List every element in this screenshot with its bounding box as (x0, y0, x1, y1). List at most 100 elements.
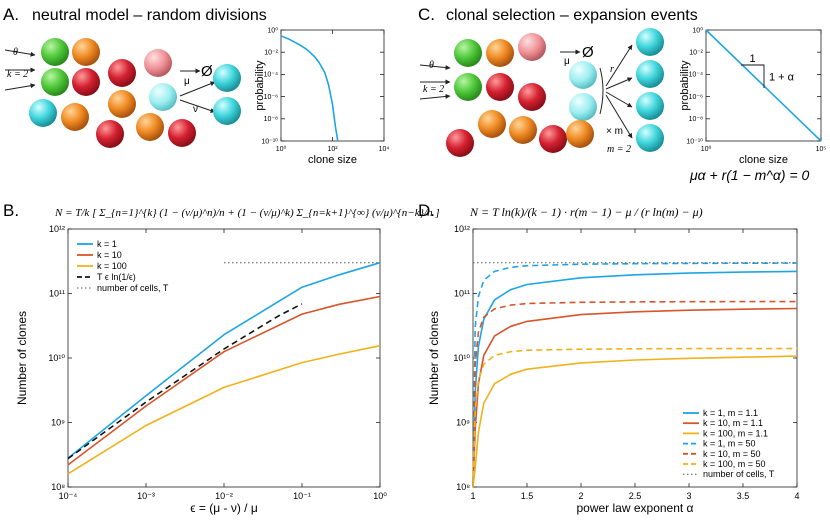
x-tick-label: 4 (794, 491, 799, 501)
legend-label: k = 100, m = 1.1 (703, 428, 768, 438)
cell (136, 113, 164, 141)
x-tick-label: 1 (470, 491, 475, 501)
cell (486, 73, 514, 101)
y-tick-label: 10⁻² (689, 50, 703, 57)
cell (96, 120, 124, 148)
y-tick-label: 10¹⁰ (453, 353, 470, 363)
x-tick-label: 10⁻³ (137, 491, 155, 501)
panel-c-empty-set: Ø (582, 44, 594, 61)
plot-frame (280, 29, 385, 142)
panel-a-k: k = 2 (7, 69, 28, 80)
cell (72, 38, 100, 66)
panel-a-schematic: θ k = 2 μ Ø ν (4, 38, 241, 148)
series-line (67, 261, 381, 459)
x-axis-label: power law exponent α (576, 501, 693, 515)
legend-label: number of cells, T (703, 469, 775, 479)
slope-rise-label: 1 + α (769, 72, 795, 84)
y-tick-label: 10⁻⁸ (264, 116, 278, 123)
legend-background (73, 238, 185, 297)
legend-label: number of cells, T (97, 283, 169, 293)
cell (539, 125, 567, 153)
series-line (472, 270, 798, 488)
cell (636, 124, 664, 152)
legend-label: k = 100 (97, 261, 127, 271)
y-axis-label: Number of clones (427, 311, 441, 405)
cell (454, 39, 482, 67)
y-tick-label: 10⁻⁴ (689, 72, 704, 79)
legend-label: k = 1, m = 1.1 (703, 408, 758, 418)
x-tick-label: 10⁰ (701, 145, 712, 153)
cell (72, 68, 100, 96)
panel-d-letter: D. (418, 201, 435, 220)
cell (636, 60, 664, 88)
cell (108, 90, 136, 118)
cell (518, 83, 546, 111)
cell (168, 119, 196, 147)
y-axis-label: Number of clones (15, 311, 29, 405)
panel-c-k: k = 2 (423, 84, 444, 95)
y-tick-label: 10⁸ (456, 482, 470, 492)
panel-c-mu: μ (564, 56, 570, 67)
x-tick-label: 10² (327, 146, 338, 153)
legend-label: k = 100, m = 50 (703, 459, 766, 469)
x-tick-label: 10⁻² (215, 491, 233, 501)
y-tick-label: 10⁹ (51, 418, 65, 428)
x-tick-label: 3.5 (737, 491, 750, 501)
cell (518, 33, 546, 61)
panel-a-inset-chart: 10⁰ 10² 10⁴ 10⁰ 10⁻² 10⁻⁴ 10⁻⁶ 10⁻⁸ 10⁻¹⁰ clone s… (254, 26, 389, 166)
panel-c-equation: μα + r(1 − m^α) = 0 (689, 167, 810, 183)
y-tick-label: 10⁻⁶ (264, 94, 278, 101)
legend-label: k = 10, m = 50 (703, 449, 761, 459)
y-tick-label: 10⁻⁸ (689, 116, 703, 123)
y-axis-label: probability (254, 60, 266, 111)
legend-background (679, 407, 791, 484)
y-tick-label: 10⁻¹⁰ (686, 137, 703, 145)
panel-b: B. N = T/k [ Σ_{n=1}^{k} (1 − (ν/μ)^n)/n… (3, 201, 440, 515)
legend-label: T ϵ ln(1/ϵ) (97, 272, 136, 282)
y-axis-label: probability (679, 60, 691, 111)
panel-b-chart: 10⁻⁴ 10⁻³ 10⁻² 10⁻¹ 10⁰ 10⁸ 10⁹ 10¹⁰ 10¹¹ 10¹² ϵ =… (15, 224, 387, 515)
x-axis-label: ϵ = (μ - ν) / μ (190, 501, 258, 515)
series-line (280, 35, 339, 142)
panel-a: A. neutral model – random divisions θ k … (3, 5, 389, 166)
x-tick-label: 10⁻⁴ (59, 491, 78, 501)
y-tick-label: 10¹⁰ (48, 353, 65, 363)
cell (478, 110, 506, 138)
panel-c-inset-chart: 10⁰ 10⁵ 10⁰ 10⁻² 10⁻⁴ 10⁻⁶ 10⁻⁸ 10⁻¹⁰ clone size… (679, 26, 826, 166)
legend-label: k = 1, m = 50 (703, 439, 756, 449)
y-tick-label: 10⁻¹⁰ (261, 137, 278, 145)
cell (636, 28, 664, 56)
x-tick-label: 1.5 (521, 491, 534, 501)
panel-a-letter: A. (3, 5, 19, 24)
slope-run-label: 1 (749, 53, 755, 65)
cell (446, 129, 474, 157)
cell (213, 97, 241, 125)
series-line (472, 347, 797, 488)
equation-d: N = T ln(k)/(k − 1) · r(m − 1) − μ / (r … (469, 205, 703, 219)
cell (41, 38, 69, 66)
series-line (472, 355, 798, 488)
panel-a-empty-set: Ø (201, 63, 213, 80)
panel-d-chart: 1 1.5 2 2.5 3 3.5 4 10⁸ 10⁹ 10¹⁰ 10¹¹ 10¹² power law… (427, 224, 800, 515)
cell (569, 61, 597, 89)
panel-c-r: r (610, 64, 614, 75)
cell (29, 99, 57, 127)
legend-label: k = 10 (97, 250, 122, 260)
cell (566, 120, 594, 148)
panel-c-title: clonal selection – expansion events (446, 7, 698, 24)
y-tick-label: 10¹¹ (454, 289, 470, 299)
x-axis-label: clone size (739, 154, 788, 166)
cell (454, 73, 482, 101)
panel-c-schematic: θ k = 2 μ Ø r × m m = 2 (419, 28, 664, 157)
cell (636, 92, 664, 120)
cell (486, 39, 514, 67)
x-axis-label: clone size (308, 154, 357, 166)
y-tick-label: 10⁸ (51, 482, 65, 492)
panel-c-times-m: × m (606, 126, 623, 137)
y-tick-label: 10⁹ (456, 418, 470, 428)
y-tick-label: 10⁻⁴ (264, 72, 279, 79)
slope-triangle (741, 64, 765, 88)
x-tick-label: 10⁵ (816, 146, 827, 153)
panel-c-letter: C. (418, 5, 435, 24)
